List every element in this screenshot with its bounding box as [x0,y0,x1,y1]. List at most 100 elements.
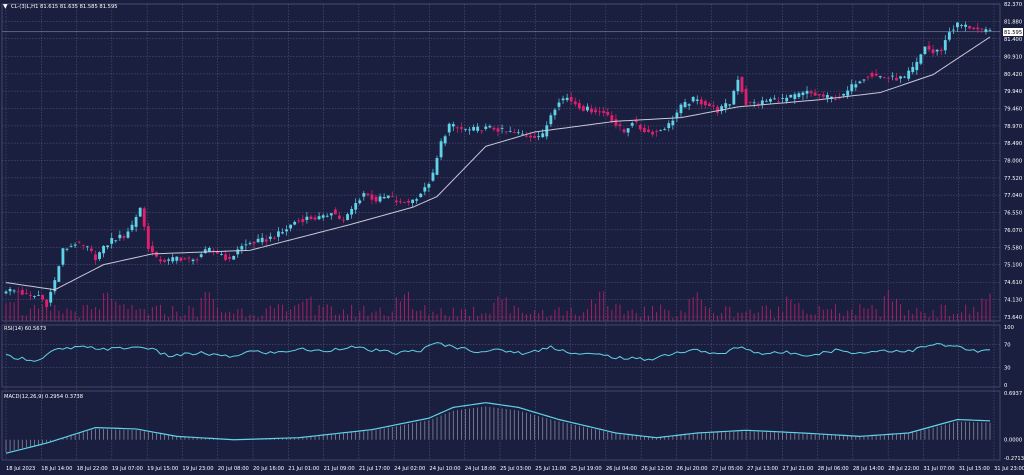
candle-up [439,141,443,158]
volume-bar [566,310,568,321]
candle-down [581,106,585,112]
volume-bar [383,315,385,321]
volume-bar [13,302,15,321]
volume-bar [94,307,96,321]
volume-bar [847,310,849,321]
volume-bar [233,313,235,321]
candle-down [163,260,166,262]
volume-bar [802,309,804,321]
volume-bar [778,306,780,321]
candle-up [354,203,358,210]
ma-line [5,36,991,291]
volume-bars [5,290,991,321]
volume-bar [509,313,511,321]
volume-bar [607,306,609,321]
candle-down [155,251,158,257]
candle-down [870,72,874,77]
candle-up [4,291,8,294]
candle-down [882,77,886,79]
volume-bar [989,293,991,321]
volume-bar [408,291,410,321]
candle-down [931,49,935,54]
volume-bar [717,315,719,321]
candle-down [264,239,268,242]
candle-up [773,98,776,100]
candle-up [244,244,248,246]
rsi-axis-label: 100 [1004,325,1014,331]
candle-down [211,250,215,252]
volume-bar [769,309,771,321]
candle-up [171,257,175,262]
volume-bar [444,315,446,321]
volume-bar [895,298,897,321]
volume-bar [696,292,698,321]
volume-bar [688,298,690,321]
candle-up [37,294,40,296]
volume-bar [54,305,56,321]
candle-down [333,209,337,215]
candle-up [256,238,260,243]
candle-up [362,193,366,197]
candle-down [598,111,602,113]
volume-bar [391,311,393,321]
candle-up [431,172,435,181]
volume-bar [615,304,617,321]
candle-up [984,29,988,32]
candle-up [516,132,520,134]
price-axis-label: 78.970 [1004,124,1022,130]
volume-bar [749,309,751,321]
price-axis-label: 81.880 [1004,20,1022,26]
volume-bar [834,304,836,321]
volume-bar [196,317,198,321]
volume-bar [155,305,157,321]
candle-down [77,241,81,243]
volume-bar [399,301,401,321]
price-axis-label: 79.940 [1004,89,1022,95]
volume-bar [773,317,775,321]
volume-bar [225,312,227,321]
volume-bar [269,305,271,321]
candle-up [553,109,557,116]
candle-down [573,101,577,105]
volume-bar [257,317,259,321]
candle-down [150,245,154,253]
volume-bar [704,306,706,321]
volume-bar [883,296,885,321]
volume-bar [627,310,629,321]
candle-up [260,237,264,243]
volume-bar [818,305,820,321]
volume-bar [253,315,255,321]
candle-down [834,99,837,100]
volume-bar [611,310,613,321]
volume-bar [135,309,137,321]
candle-up [423,187,427,192]
price-axis-label: 77.520 [1004,176,1022,182]
time-axis-label: 18 Jul 2023 [6,466,35,472]
candle-down [512,132,516,134]
candle-up [102,246,106,254]
volume-bar [765,305,767,321]
candle-down [634,119,638,123]
time-axis-label: 21 Jul 09:00 [324,466,355,472]
volume-bar [46,305,48,321]
candle-up [565,97,569,100]
volume-bar [5,303,7,321]
candle-up [911,67,915,73]
volume-bar [294,305,296,321]
triangle-down-icon[interactable]: ▼ [3,3,8,10]
volume-bar [147,314,149,321]
volume-bar [82,305,84,321]
candle-up [114,240,118,242]
candle-down [297,220,301,222]
candle-up [472,126,476,131]
time-axis-label: 28 Jul 22:00 [888,466,919,472]
volume-bar [948,316,950,321]
volume-bar [525,314,527,321]
candle-up [435,158,439,175]
candle-up [358,200,362,204]
volume-bar [424,305,426,321]
candle-up [695,99,699,101]
candle-down [146,226,150,249]
candle-up [98,252,101,259]
